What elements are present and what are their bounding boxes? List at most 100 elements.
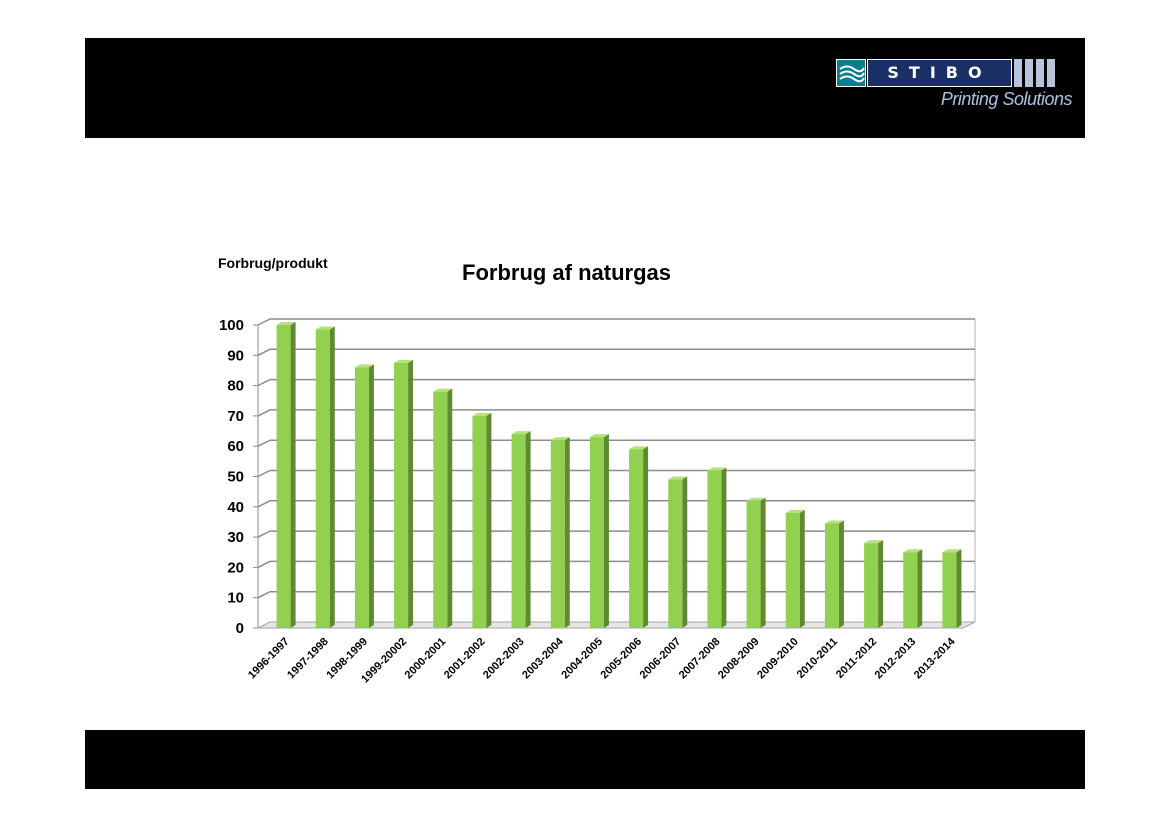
bar-front (864, 543, 879, 628)
bar-top (864, 540, 884, 544)
bar-front (433, 391, 448, 628)
bar-side (838, 520, 844, 628)
bar-front (746, 500, 761, 628)
bar-side (486, 412, 492, 628)
chart-title: Forbrug af naturgas (462, 260, 672, 285)
bar-front (668, 479, 683, 628)
y-axis-ticks: 0 10 20 30 40 50 60 70 80 90 100 (219, 317, 258, 637)
stibo-logo: STIBO Printing Solutions (836, 59, 1076, 115)
bar-top (276, 322, 296, 325)
x-tick-label: 2004-2005 (559, 636, 605, 682)
y-tick-label: 20 (227, 559, 244, 576)
y-tick-label: 0 (236, 620, 244, 637)
bar-side (603, 434, 609, 628)
logo-stripe (1036, 59, 1044, 87)
bar (942, 549, 962, 628)
bar (864, 540, 884, 628)
bar-side (643, 446, 649, 628)
bar (394, 359, 414, 628)
bar-top (550, 437, 570, 441)
bar-front (707, 470, 722, 628)
bar-side (721, 467, 727, 628)
bar-top (629, 446, 649, 450)
x-tick-label: 2000-2001 (403, 636, 449, 682)
bar (354, 364, 374, 628)
bar-side (408, 359, 414, 628)
bar-top (315, 326, 335, 330)
gridline (257, 378, 975, 387)
bar-side (682, 476, 688, 628)
bar-side (368, 364, 374, 628)
y-tick-label: 10 (227, 590, 244, 607)
bar-front (589, 437, 604, 628)
x-tick-label: 2013-2014 (912, 635, 958, 681)
logo-stripe (1047, 59, 1055, 87)
bar-side (878, 540, 884, 628)
bar-front (276, 325, 291, 628)
gridline (257, 409, 975, 417)
gridline (257, 469, 975, 478)
bar-front (315, 329, 330, 628)
bar (315, 326, 335, 628)
y-axis-label: Forbrug/produkt (218, 255, 328, 271)
bar-side (564, 437, 570, 628)
x-tick-label: 2006-2007 (638, 636, 684, 682)
bar-top (746, 497, 766, 501)
bar-top (472, 412, 492, 416)
bar-front (472, 415, 487, 628)
footer-bar (85, 730, 1085, 789)
gridline (257, 560, 975, 569)
logo-subtitle: Printing Solutions (940, 89, 1073, 109)
bar-top (824, 520, 844, 524)
chart-bars (276, 322, 962, 628)
logo-stripe (1025, 59, 1033, 87)
bar (589, 434, 609, 628)
bar-top (433, 388, 453, 392)
header-bar (85, 38, 1085, 138)
bar-side (956, 549, 962, 628)
bar-side (329, 326, 335, 628)
bar-front (903, 552, 918, 628)
bar-front (394, 362, 409, 628)
bar-front (511, 434, 526, 628)
gridline (257, 318, 975, 326)
bar (707, 467, 727, 628)
x-tick-label: 2008-2009 (716, 636, 762, 682)
stibo-emblem-icon (836, 59, 866, 87)
y-tick-label: 100 (219, 317, 244, 334)
bar (824, 520, 844, 628)
bar-front (785, 512, 800, 628)
y-tick-label: 70 (227, 408, 244, 425)
gridline (257, 348, 975, 356)
gridline (257, 439, 975, 447)
bar (433, 388, 453, 628)
bar-front (942, 552, 957, 628)
bar-top (394, 359, 414, 363)
bar-side (760, 497, 766, 628)
bar (276, 322, 296, 628)
x-tick-label: 1996-1997 (246, 636, 292, 682)
x-axis-ticks: 1996-19971997-19981998-19991999-20002200… (246, 635, 958, 686)
bar-front (550, 440, 565, 628)
bar-top (707, 467, 727, 471)
bar (511, 431, 531, 628)
bar (903, 549, 923, 628)
bar (550, 437, 570, 628)
logo-brand: STIBO (867, 59, 1012, 87)
x-tick-label: 2010-2011 (795, 636, 840, 681)
gridline (257, 500, 975, 508)
x-tick-label: 2012-2013 (873, 636, 919, 682)
y-tick-label: 50 (227, 469, 244, 486)
gridline (257, 530, 975, 538)
bar (785, 509, 805, 628)
y-tick-label: 30 (227, 529, 244, 546)
y-tick-label: 80 (227, 378, 244, 395)
bar-top (511, 431, 531, 435)
bar-front (629, 449, 644, 628)
bar-top (903, 549, 923, 553)
bar (472, 412, 492, 628)
bar-side (290, 322, 296, 628)
x-tick-label: 1997-1998 (285, 636, 331, 682)
gridline (257, 590, 975, 599)
